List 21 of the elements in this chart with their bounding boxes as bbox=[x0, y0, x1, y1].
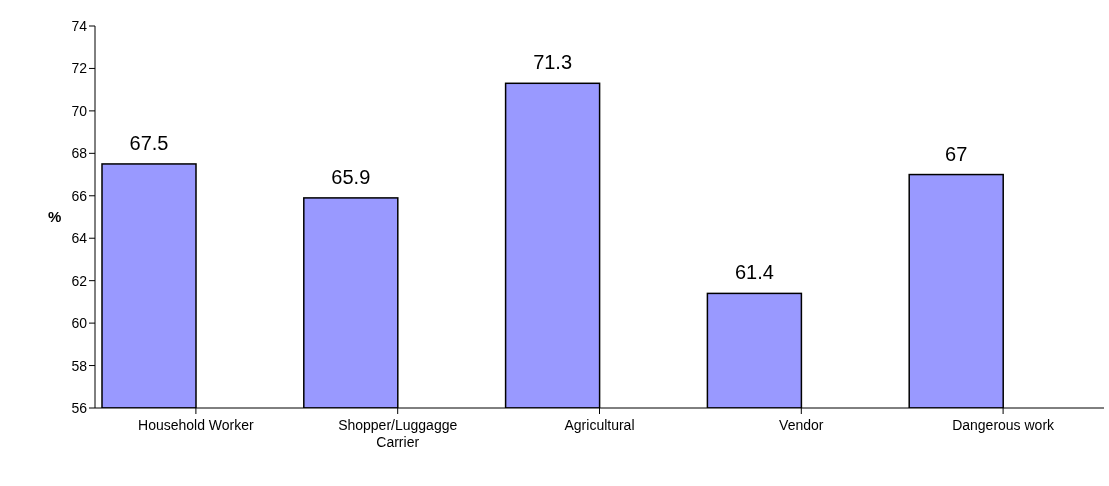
x-tick-label: Dangerous work bbox=[952, 417, 1056, 433]
x-tick-label: Vendor bbox=[779, 417, 824, 433]
y-tick-label: 56 bbox=[71, 399, 88, 416]
x-tick-label: Shopper/Luggagge Carrier bbox=[338, 417, 458, 450]
x-tick-label: Household Worker bbox=[138, 417, 255, 433]
y-tick-label: 62 bbox=[71, 272, 88, 289]
y-tick-label: 66 bbox=[71, 187, 88, 204]
data-label: 67 bbox=[945, 142, 968, 165]
y-tick-label: 72 bbox=[71, 60, 88, 77]
y-tick-label: 74 bbox=[71, 17, 88, 34]
y-axis-title: % bbox=[48, 208, 62, 226]
y-tick-label: 70 bbox=[71, 102, 88, 119]
data-label: 71.3 bbox=[533, 51, 573, 74]
data-label: 65.9 bbox=[331, 165, 371, 188]
y-tick-label: 68 bbox=[71, 145, 88, 162]
data-label: 61.4 bbox=[734, 261, 774, 284]
y-tick-label: 64 bbox=[71, 230, 88, 247]
y-tick-label: 60 bbox=[71, 315, 88, 332]
y-tick-label: 58 bbox=[71, 357, 88, 374]
x-tick-label: Agricultural bbox=[564, 417, 635, 433]
data-label: 67.5 bbox=[129, 131, 169, 154]
